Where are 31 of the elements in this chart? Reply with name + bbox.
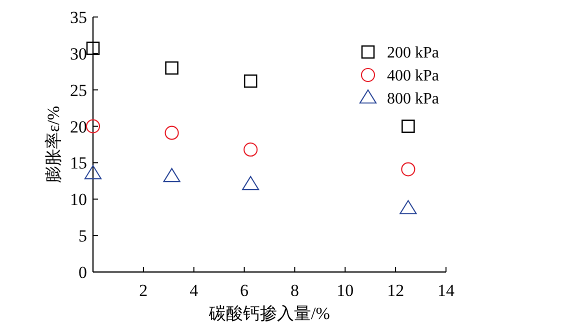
point <box>242 176 260 190</box>
point <box>164 126 179 140</box>
point <box>86 42 100 55</box>
y-tick-label: 15 <box>70 154 87 173</box>
y-axis-title: 膨胀率ε/% <box>44 106 63 184</box>
y-tick-label: 35 <box>70 8 87 27</box>
point <box>165 61 178 75</box>
y-tick-label: 25 <box>70 80 87 100</box>
point <box>400 200 417 214</box>
point <box>401 162 416 176</box>
x-tick-label: 10 <box>336 281 354 300</box>
legend-label: 200 kPa <box>387 44 439 62</box>
point <box>402 120 415 133</box>
x-tick-label: 8 <box>290 281 299 300</box>
x-tick-label: 14 <box>438 281 455 300</box>
x-tick-label: 2 <box>139 281 148 300</box>
y-tick-label: 5 <box>78 226 87 246</box>
point <box>244 74 258 88</box>
x-tick-label: 4 <box>190 281 199 300</box>
y-tick-label: 10 <box>70 190 87 210</box>
y-tick-label: 20 <box>70 117 87 136</box>
point <box>86 119 100 134</box>
legend-label: 800 kPa <box>387 90 439 108</box>
x-tick-label: 12 <box>387 281 404 300</box>
x-axis-title: 碳酸钙掺入量/% <box>208 304 330 323</box>
x-tick-label: 6 <box>240 281 249 300</box>
legend-label: 400 kPa <box>387 68 439 84</box>
point <box>163 168 180 182</box>
y-tick-label: 0 <box>78 263 87 282</box>
point <box>244 142 258 157</box>
y-tick-label: 30 <box>70 44 87 64</box>
